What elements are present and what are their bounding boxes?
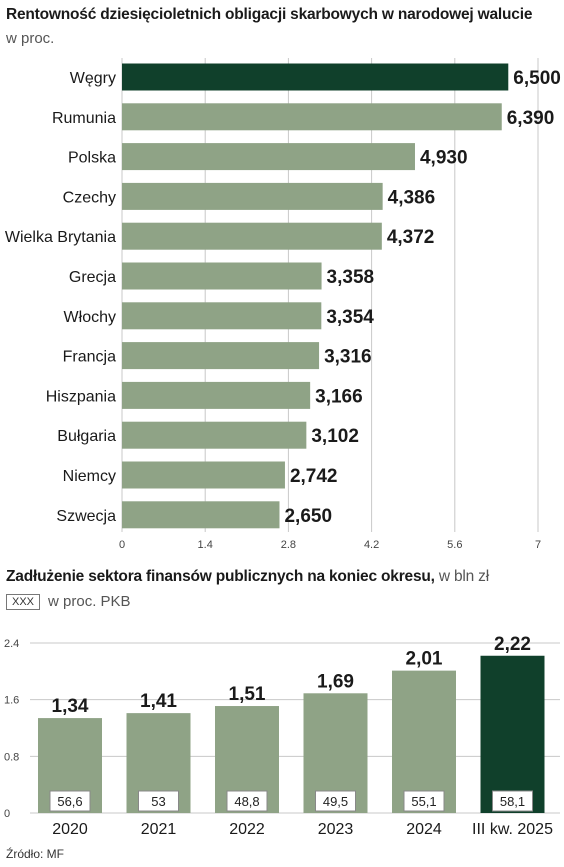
chart2-value-label: 2,22 — [494, 634, 531, 655]
chart2-secondary-label: 55,1 — [411, 794, 436, 809]
chart2-category-label: 2023 — [318, 821, 354, 838]
chart1-category-label: Szwecja — [56, 508, 116, 525]
chart1-category-label: Grecja — [69, 269, 116, 286]
chart1-bar — [122, 143, 415, 171]
chart1-category-label: Francja — [63, 349, 116, 366]
chart2-bar — [480, 655, 545, 813]
chart1-bar — [122, 421, 307, 449]
chart1-value-label: 2,650 — [284, 506, 332, 527]
source-note: Źródło: MF — [6, 847, 65, 861]
legend-text: w proc. PKB — [48, 593, 131, 610]
chart1-bar — [122, 103, 502, 131]
chart1-value-label: 3,316 — [324, 347, 372, 368]
chart2-secondary-box — [226, 790, 268, 812]
chart1-category-label: Niemcy — [63, 468, 116, 485]
chart1-value-label: 3,166 — [315, 386, 363, 407]
chart1-x-tick-label: 0 — [119, 539, 125, 551]
chart1-bar — [122, 501, 280, 529]
chart1-value-label: 4,386 — [388, 187, 436, 208]
chart1-value-label: 3,102 — [311, 426, 359, 447]
chart1-bar — [122, 302, 322, 330]
chart1-value-label: 4,930 — [420, 148, 468, 169]
chart1-title: Rentowność dziesięcioletnich obligacji s… — [6, 6, 533, 23]
chart1-x-tick-label: 7 — [535, 539, 541, 551]
chart1-x-tick-label: 5.6 — [447, 539, 462, 551]
chart1-category-label: Hiszpania — [46, 388, 116, 405]
chart1-bar — [122, 262, 322, 290]
chart1-svg: 0 1.4 2.8 4.2 5.6 7 Węgry 6,500 Rumunia 6,390 Pols… — [5, 58, 561, 551]
chart1-value-label: 6,390 — [507, 108, 555, 129]
chart1-bar — [122, 342, 320, 370]
chart2-category-label: 2020 — [52, 821, 88, 838]
chart2-secondary-box — [49, 790, 91, 812]
chart2-secondary-box — [492, 790, 533, 812]
chart2-secondary-box — [315, 790, 356, 812]
chart2-legend: XXX w proc. PKB — [6, 593, 131, 610]
chart2-bar — [392, 670, 456, 813]
chart2-secondary-label: 49,5 — [323, 794, 348, 809]
chart1-category-label: Polska — [68, 150, 116, 167]
chart1-bar — [122, 381, 311, 409]
chart2-title-unit: w bln zł — [438, 568, 489, 585]
chart2-value-label: 2,01 — [406, 649, 443, 670]
chart2-value-label: 1,41 — [140, 691, 177, 712]
chart2-value-label: 1,51 — [229, 684, 266, 705]
chart2-category-label: 2022 — [229, 821, 265, 838]
chart2-secondary-label: 58,1 — [500, 794, 525, 809]
chart1-bar — [122, 461, 285, 489]
chart1-category-label: Węgry — [70, 70, 116, 87]
chart1-category-label: Bułgaria — [57, 428, 116, 445]
chart2-title-text: Zadłużenie sektora finansów publicznych … — [6, 568, 435, 585]
chart1-value-label: 3,358 — [327, 267, 375, 288]
chart2-title: Zadłużenie sektora finansów publicznych … — [6, 568, 489, 586]
chart1-value-label: 2,742 — [290, 466, 338, 487]
chart2-category-label: III kw. 2025 — [472, 821, 553, 838]
chart1-bar — [122, 222, 382, 250]
chart2-y-tick-label: 2.4 — [4, 638, 19, 650]
legend-box: XXX — [6, 593, 41, 610]
chart1-category-label: Wielka Brytania — [5, 229, 116, 246]
chart1-value-label: 4,372 — [387, 227, 435, 248]
chart2-secondary-label: 48,8 — [234, 794, 259, 809]
chart1-x-tick-label: 4.2 — [364, 539, 379, 551]
chart2-y-tick-label: 0 — [4, 808, 10, 820]
chart2-secondary-box — [138, 790, 179, 812]
chart1-category-label: Czechy — [63, 189, 116, 206]
chart1-x-tick-label: 1.4 — [198, 539, 213, 551]
chart1-x-tick-label: 2.8 — [281, 539, 296, 551]
chart1-category-label: Rumunia — [52, 110, 116, 127]
chart2-category-label: 2021 — [141, 821, 177, 838]
chart2-y-tick-label: 1.6 — [4, 695, 19, 707]
chart2-value-label: 1,69 — [317, 671, 354, 692]
chart1-value-label: 6,500 — [513, 68, 561, 89]
chart2-secondary-label: 53 — [151, 794, 165, 809]
chart1-bar — [122, 182, 383, 210]
chart2-secondary-box — [403, 790, 445, 812]
chart2-svg: 0 0.8 1.6 2.4 1,34 56,6 2020 1,41 53 2021 1,51 48,8… — [4, 634, 560, 838]
chart2-secondary-label: 56,6 — [57, 794, 82, 809]
chart2-category-label: 2024 — [406, 821, 442, 838]
chart2-value-label: 1,34 — [52, 696, 89, 717]
chart1-value-label: 3,354 — [326, 307, 374, 328]
chart1-category-label: Włochy — [64, 309, 116, 326]
chart1-subtitle: w proc. — [6, 30, 55, 47]
chart1-bar — [122, 63, 509, 91]
chart2-y-tick-label: 0.8 — [4, 751, 19, 763]
